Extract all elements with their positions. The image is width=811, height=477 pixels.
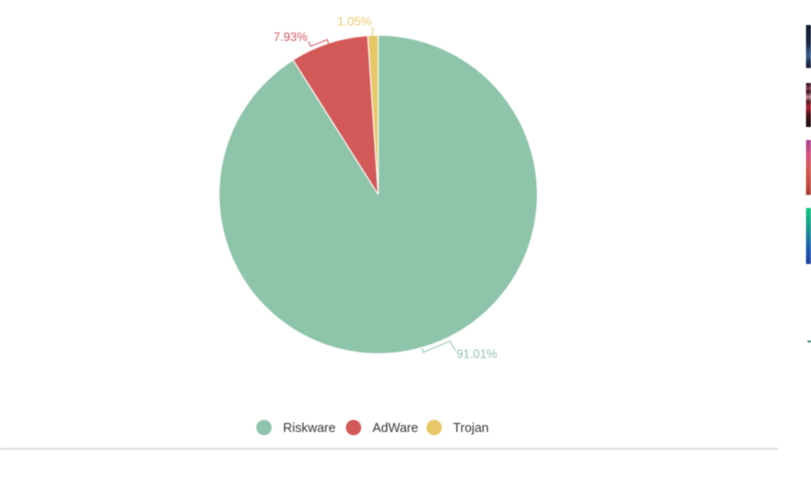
svg-text:Trojan: Trojan [453,420,489,435]
svg-text:AdWare: AdWare [373,420,419,435]
svg-text:7.93%: 7.93% [273,30,307,44]
svg-text:Riskware: Riskware [283,420,336,435]
svg-text:1.05%: 1.05% [337,15,371,29]
svg-text:91.01%: 91.01% [457,347,498,361]
